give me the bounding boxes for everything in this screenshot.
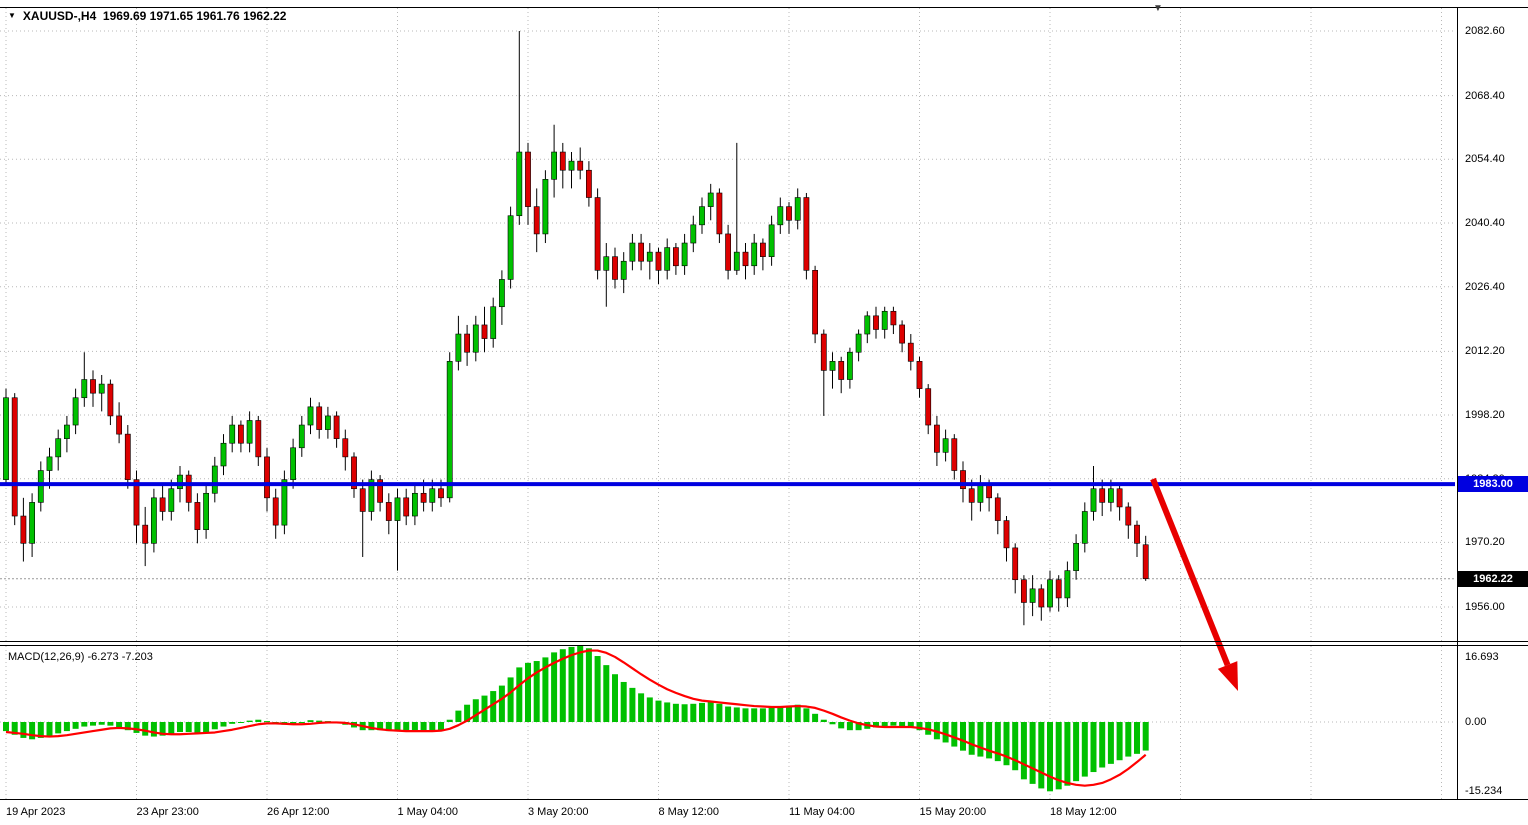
time-tick-label: 18 May 12:00 [1050, 806, 1117, 818]
time-tick-label: 1 May 04:00 [397, 806, 459, 818]
symbol-ohlc-text: XAUUSD-,H4 1969.69 1971.65 1961.76 1962.… [22, 9, 287, 23]
symbol-info: ▼ XAUUSD-,H4 1969.69 1971.65 1961.76 196… [8, 9, 286, 23]
current-price-tag: 1962.22 [1458, 570, 1528, 587]
macd-scale-label: -15.234 [1465, 785, 1503, 798]
time-tick-label: 3 May 20:00 [528, 806, 589, 818]
macd-indicator-label: MACD(12,26,9) -6.273 -7.203 [8, 651, 153, 663]
price-tick-label: 1956.00 [1465, 601, 1505, 614]
price-axis[interactable]: 2082.60 2068.40 2054.40 2040.40 2026.40 2012.… [1459, 0, 1528, 825]
macd-name: MACD(12,26,9) [8, 651, 85, 663]
macd-scale-label: 16.693 [1465, 651, 1499, 663]
time-tick-label: 15 May 20:00 [919, 806, 987, 818]
price-tick-label: 2054.40 [1465, 153, 1505, 166]
hline-price-tag: 1983.00 [1458, 476, 1528, 493]
time-axis[interactable]: 19 Apr 2023 23 Apr 23:00 26 Apr 12:00 1 May… [0, 800, 1458, 825]
macd-values: -6.273 -7.203 [84, 651, 153, 663]
collapse-triangle-icon[interactable]: ▼ [8, 11, 16, 20]
price-tick-label: 2012.20 [1465, 345, 1505, 358]
macd-scale-label: 0.00 [1465, 716, 1487, 728]
price-tick-label: 1970.20 [1465, 536, 1505, 549]
time-tick-label: 23 Apr 23:00 [136, 806, 199, 818]
time-tick-label: 11 May 04:00 [789, 806, 855, 818]
time-tick-label: 19 Apr 2023 [6, 806, 66, 818]
price-tick-label: 2040.40 [1465, 217, 1505, 229]
price-tick-label: 2068.40 [1465, 89, 1505, 102]
price-tick-label: 2026.40 [1465, 280, 1505, 293]
time-tick-label: 26 Apr 12:00 [267, 806, 330, 818]
chart-shift-marker-icon[interactable]: ▼ [1153, 3, 1163, 14]
price-tick-label: 1998.20 [1465, 409, 1505, 422]
time-tick-label: 8 May 12:00 [658, 806, 720, 818]
price-tick-label: 2082.60 [1465, 25, 1505, 37]
